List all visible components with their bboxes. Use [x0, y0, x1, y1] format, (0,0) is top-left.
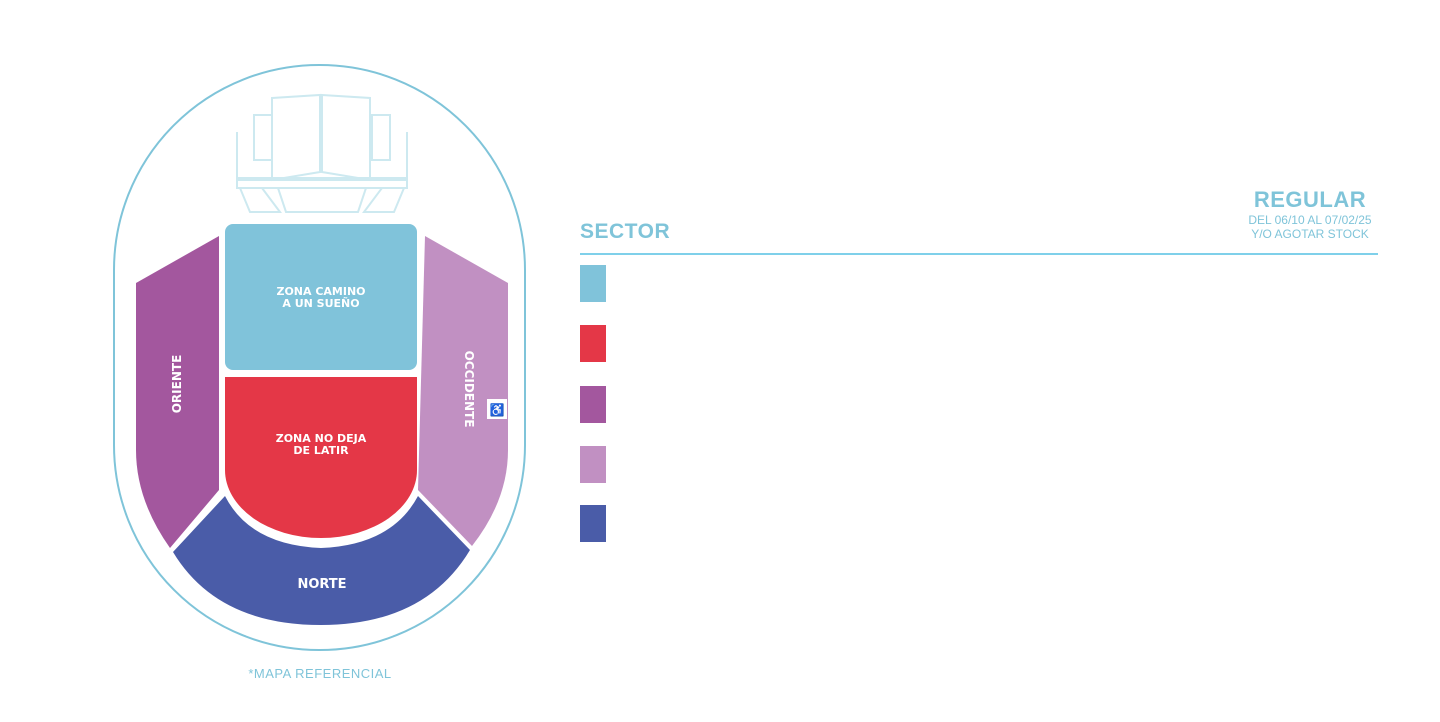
zone-norte[interactable]	[173, 496, 470, 625]
zone-oriente[interactable]	[136, 236, 219, 548]
zone-zona-no-deja-label: ZONA NO DEJA DE LATIR	[276, 432, 367, 457]
map-caption: *MAPA REFERENCIAL	[248, 666, 392, 681]
regular-title: REGULAR	[1253, 187, 1367, 212]
zone-norte-label: NORTE	[297, 577, 346, 592]
zone-occidente[interactable]	[418, 236, 508, 546]
sector-swatch	[580, 265, 606, 302]
zone-oriente-label: ORIENTE	[170, 355, 184, 414]
zone-zona-camino-label: ZONA CAMINO A UN SUEÑO	[276, 285, 365, 310]
sector-header: SECTOR	[580, 220, 671, 243]
wheelchair-icon: ♿	[487, 399, 507, 419]
header-divider	[580, 253, 1378, 255]
sector-swatch	[580, 325, 606, 362]
regular-dates: DEL 06/10 AL 07/02/25	[1248, 213, 1372, 227]
sector-swatch	[580, 386, 606, 423]
venue-outline	[113, 64, 526, 651]
zone-occidente-label: OCCIDENTE	[462, 351, 476, 428]
svg-text:♿: ♿	[490, 403, 505, 417]
sector-swatch	[580, 505, 606, 542]
regular-price-header: REGULAR DEL 06/10 AL 07/02/25 Y/O AGOTAR…	[1220, 187, 1400, 241]
regular-stock-note: Y/O AGOTAR STOCK	[1251, 227, 1369, 241]
seating-map: ZONA CAMINO A UN SUEÑO ZONA NO DEJA DE LAT…	[113, 64, 526, 651]
zone-zona-camino[interactable]	[225, 224, 417, 370]
stage-icon	[236, 93, 408, 213]
sector-swatch	[580, 446, 606, 483]
zone-zona-no-deja[interactable]	[225, 377, 417, 538]
